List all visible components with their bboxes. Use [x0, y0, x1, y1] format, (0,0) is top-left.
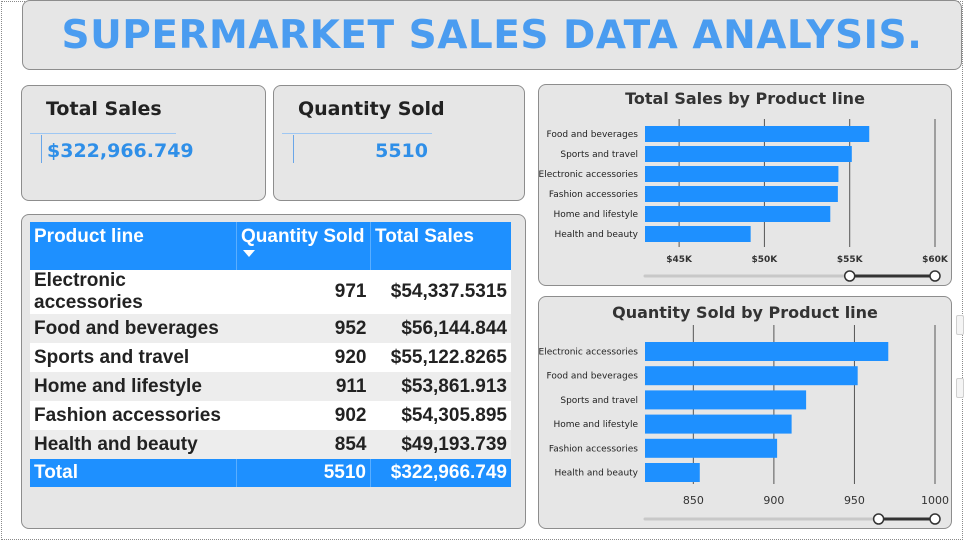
product-table-card: Product line Quantity Sold Total Sales E…: [21, 214, 526, 529]
bar: [645, 146, 852, 162]
table-row[interactable]: Home and lifestyle 911 $53,861.913: [30, 372, 511, 401]
card-divider: [282, 133, 432, 134]
card-accent: [41, 135, 42, 163]
table-row[interactable]: Health and beauty 854 $49,193.739: [30, 430, 511, 459]
quantity-cell: 952: [236, 314, 371, 343]
bar: [645, 206, 831, 222]
total-label-cell: Total: [30, 459, 237, 487]
slider-handle[interactable]: [843, 270, 856, 282]
product-line-cell: Home and lifestyle: [30, 372, 237, 401]
quantity-bar-chart: 850 900 950 1000 Electronic accessories Food …: [539, 325, 949, 525]
category-label: Food and beverages: [546, 372, 638, 382]
sort-descending-icon[interactable]: [243, 250, 255, 257]
quantity-cell: 911: [236, 372, 371, 401]
total-sales-value: $322,966.749: [47, 140, 194, 162]
tick-label: $50K: [752, 255, 779, 265]
sales-cell: $54,305.895: [370, 401, 511, 430]
sales-cell: $49,193.739: [370, 430, 511, 459]
tick-label: 900: [763, 494, 784, 507]
sales-by-product-chart[interactable]: Total Sales by Product line $45K $50K $55K…: [538, 84, 952, 286]
quantity-sold-label: Quantity Sold: [298, 98, 445, 120]
total-sales-card[interactable]: Total Sales $322,966.749: [21, 85, 266, 201]
category-label: Electronic accessories: [539, 348, 638, 358]
quantity-sold-card[interactable]: Quantity Sold 5510: [273, 85, 525, 201]
quantity-cell: 902: [236, 401, 371, 430]
table-header-row: Product line Quantity Sold Total Sales: [30, 222, 511, 270]
bar: [645, 366, 858, 386]
table-row[interactable]: Food and beverages 952 $56,144.844: [30, 314, 511, 343]
quantity-sold-value: 5510: [375, 140, 428, 162]
category-label: Health and beauty: [554, 469, 638, 479]
category-label: Food and beverages: [546, 130, 638, 140]
tick-label: 950: [844, 494, 865, 507]
scroll-handle[interactable]: [956, 315, 964, 335]
category-label: Sports and travel: [560, 396, 638, 406]
quantity-by-product-chart[interactable]: Quantity Sold by Product line 850 900 950 1…: [538, 296, 952, 529]
tick-label: 1000: [921, 494, 949, 507]
total-sales-label: Total Sales: [46, 98, 162, 120]
bar: [645, 186, 838, 202]
product-table: Product line Quantity Sold Total Sales E…: [30, 222, 511, 487]
quantity-cell: 854: [236, 430, 371, 459]
sales-cell: $53,861.913: [370, 372, 511, 401]
product-line-cell: Food and beverages: [30, 314, 237, 343]
product-line-cell: Sports and travel: [30, 343, 237, 372]
quantity-cell: 971: [236, 270, 371, 314]
header-label: Total Sales: [375, 226, 474, 247]
tick-label: $45K: [666, 255, 693, 265]
tick-label: $55K: [837, 255, 864, 265]
chart-title: Quantity Sold by Product line: [612, 303, 878, 322]
bar: [645, 166, 839, 182]
header-label: Quantity Sold: [241, 226, 365, 247]
total-sales-cell: $322,966.749: [370, 459, 511, 487]
category-label: Fashion accessories: [549, 444, 638, 454]
sales-cell: $54,337.5315: [370, 270, 511, 314]
total-quantity-cell: 5510: [236, 459, 371, 487]
table-row[interactable]: Sports and travel 920 $55,122.8265: [30, 343, 511, 372]
product-line-cell: Health and beauty: [30, 430, 237, 459]
bar: [645, 438, 778, 458]
category-label: Fashion accessories: [549, 190, 638, 200]
table-row[interactable]: Electronic accessories 971 $54,337.5315: [30, 270, 511, 314]
table-total-row: Total 5510 $322,966.749: [30, 459, 511, 487]
chart-title: Total Sales by Product line: [625, 89, 865, 108]
title-banner: SUPERMARKET SALES DATA ANALYSIS.: [22, 0, 962, 70]
category-label: Sports and travel: [560, 150, 638, 160]
slider-handle[interactable]: [872, 513, 885, 525]
category-label: Home and lifestyle: [553, 420, 638, 430]
slider-handle[interactable]: [929, 270, 941, 282]
category-label: Health and beauty: [554, 230, 638, 240]
table-row[interactable]: Fashion accessories 902 $54,305.895: [30, 401, 511, 430]
tick-label: $60K: [922, 255, 949, 265]
sales-cell: $56,144.844: [370, 314, 511, 343]
column-header-total-sales[interactable]: Total Sales: [370, 222, 511, 270]
header-label: Product line: [34, 226, 144, 247]
bar: [645, 414, 792, 434]
product-line-cell: Electronic accessories: [30, 270, 237, 314]
report-title: SUPERMARKET SALES DATA ANALYSIS.: [61, 13, 923, 58]
card-divider: [30, 133, 176, 134]
bar: [645, 226, 751, 242]
sales-bar-chart: $45K $50K $55K $60K Food and beverages Sports…: [539, 119, 949, 282]
bar: [645, 390, 807, 410]
category-label: Home and lifestyle: [553, 210, 638, 220]
bar: [645, 342, 889, 361]
product-line-cell: Fashion accessories: [30, 401, 237, 430]
column-header-product-line[interactable]: Product line: [30, 222, 237, 270]
quantity-cell: 920: [236, 343, 371, 372]
bar: [645, 126, 870, 142]
category-label: Electronic accessories: [539, 170, 638, 180]
scroll-handle[interactable]: [956, 378, 964, 398]
slider-handle[interactable]: [929, 513, 941, 525]
tick-label: 850: [683, 494, 704, 507]
card-accent: [293, 135, 294, 163]
bar: [645, 463, 700, 482]
column-header-quantity-sold[interactable]: Quantity Sold: [236, 222, 371, 270]
sales-cell: $55,122.8265: [370, 343, 511, 372]
